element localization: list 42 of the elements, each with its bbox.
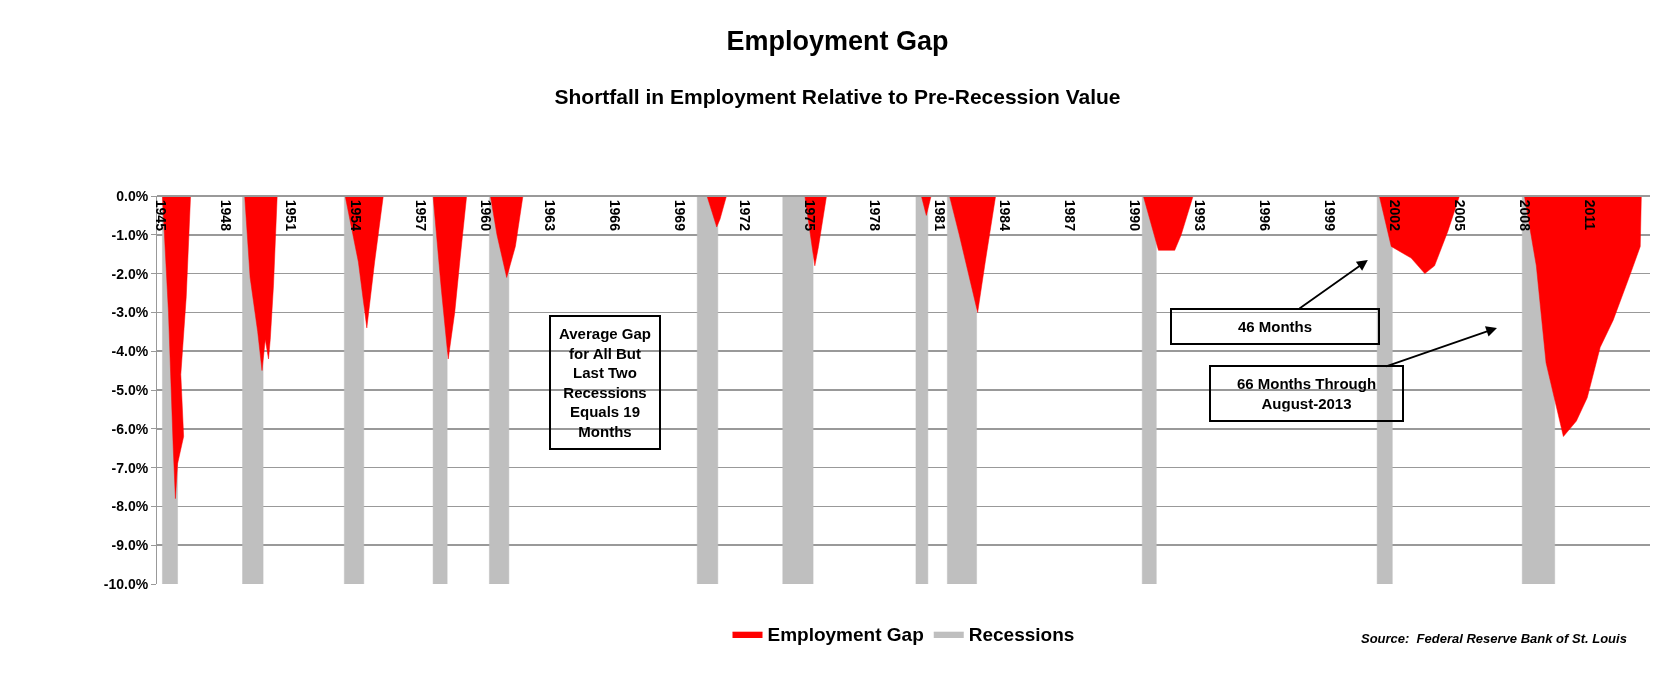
- y-tick-label: -6.0%: [111, 420, 149, 437]
- y-tick-label: -2.0%: [111, 265, 149, 282]
- x-tick-label: 2002: [1386, 199, 1403, 232]
- x-tick-label: 1960: [477, 199, 494, 232]
- x-tick-label: 1981: [932, 199, 949, 232]
- annotation: 46 Months: [1237, 318, 1313, 335]
- x-tick-label: 1969: [672, 199, 689, 232]
- x-tick-label: 1963: [542, 199, 559, 232]
- source-note: Source: Federal Reserve Bank of St. Louis: [1361, 631, 1627, 646]
- x-tick-label: 2005: [1451, 199, 1468, 232]
- chart-subtitle: Shortfall in Employment Relative to Pre-Recession Value: [554, 85, 1121, 109]
- y-tick-label: -7.0%: [111, 459, 149, 476]
- y-tick-label: -1.0%: [111, 226, 149, 243]
- x-tick-label: 1999: [1321, 199, 1338, 232]
- x-tick-label: 1945: [152, 199, 169, 232]
- x-tick-label: 1951: [282, 199, 299, 232]
- y-tick-label: -5.0%: [111, 381, 149, 398]
- x-tick-label: 1978: [867, 199, 884, 232]
- y-tick-label: -3.0%: [111, 304, 149, 321]
- x-tick-label: 1975: [802, 199, 819, 232]
- y-tick-label: -10.0%: [103, 575, 149, 592]
- x-tick-label: 1990: [1127, 199, 1144, 232]
- x-tick-label: 1948: [217, 199, 234, 232]
- y-tick-label: -8.0%: [111, 498, 149, 515]
- x-tick-label: 1966: [607, 199, 624, 232]
- x-tick-label: 1996: [1257, 199, 1274, 232]
- legend-label: Employment Gap: [767, 624, 924, 646]
- legend-label: Recessions: [968, 624, 1075, 646]
- x-tick-label: 1987: [1062, 199, 1079, 232]
- x-tick-label: 1957: [412, 199, 429, 232]
- y-tick-label: 0.0%: [116, 187, 149, 204]
- y-tick-label: -4.0%: [111, 343, 149, 360]
- x-tick-label: 2008: [1516, 199, 1533, 232]
- annotation: Average Gap for All But Last Two Recessions Equals 19 Months: [559, 325, 651, 440]
- y-tick-label: -9.0%: [111, 537, 149, 554]
- annotation: 66 Months Through August-2013: [1236, 375, 1377, 412]
- x-tick-label: 2011: [1581, 199, 1598, 231]
- x-tick-label: 1993: [1192, 199, 1209, 232]
- x-tick-label: 1972: [737, 199, 754, 232]
- chart-title: Employment Gap: [726, 25, 949, 56]
- x-tick-label: 1954: [347, 199, 364, 232]
- x-tick-label: 1984: [997, 199, 1014, 232]
